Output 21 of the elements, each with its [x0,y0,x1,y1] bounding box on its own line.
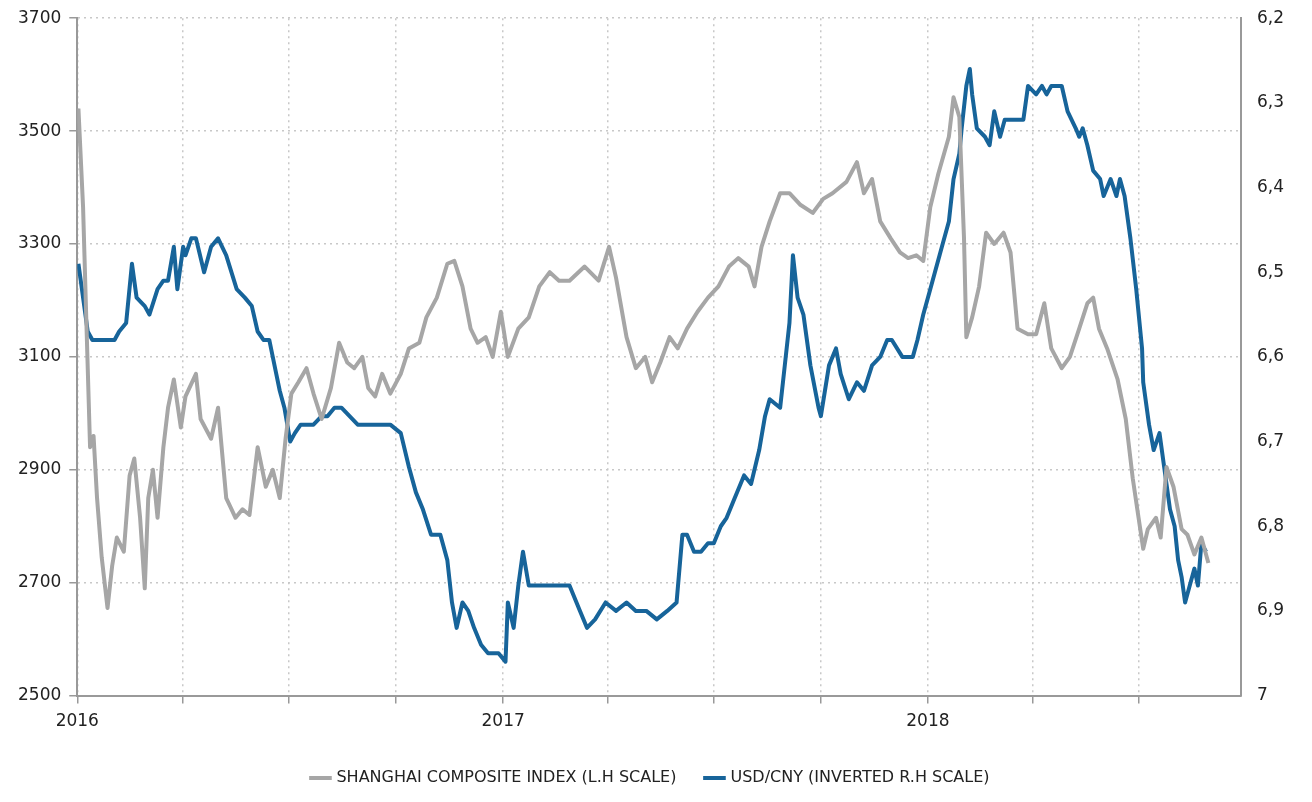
y-tick-label: 2700 [18,571,62,592]
y-tick-label: 2900 [18,458,62,479]
x-tick-label: 2018 [906,710,950,731]
y2-tick-label: 7 [1256,684,1268,705]
legend-label: SHANGHAI COMPOSITE INDEX (L.H SCALE) [336,767,677,787]
x-tick-label: 2017 [481,710,525,731]
y2-tick-label: 6,3 [1256,91,1285,112]
y2-tick-label: 6,2 [1256,6,1285,27]
y-tick-label: 3300 [18,232,62,253]
y2-tick-label: 6,8 [1256,514,1285,535]
y2-tick-label: 6,5 [1256,260,1285,281]
y-tick-label: 3100 [18,345,62,366]
y2-tick-label: 6,6 [1256,345,1285,366]
y-tick-label: 2500 [18,684,62,705]
y2-tick-label: 6,7 [1256,430,1285,450]
y2-tick-label: 6,4 [1256,175,1285,196]
y2-tick-label: 6,9 [1256,599,1285,620]
y-tick-label: 3500 [18,119,62,140]
x-tick-label: 2016 [55,710,99,731]
legend-label: USD/CNY (INVERTED R.H SCALE) [730,767,990,787]
y-tick-label: 3700 [18,6,62,27]
